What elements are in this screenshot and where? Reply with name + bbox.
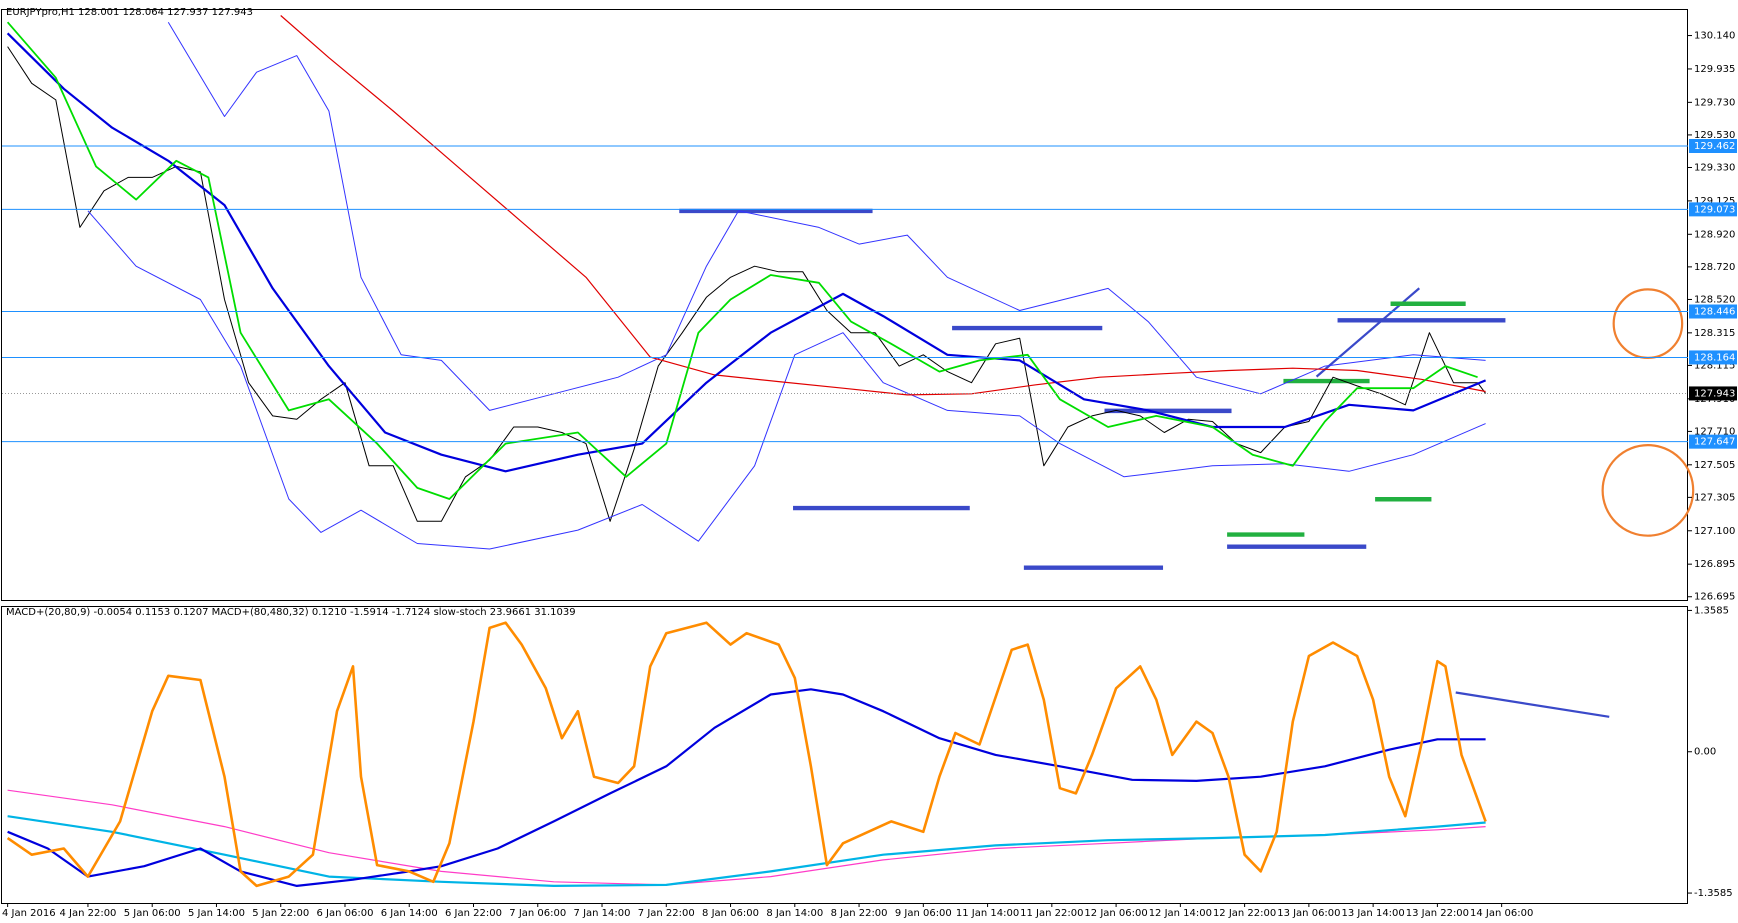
x-tick-label: 7 Jan 14:00: [574, 908, 631, 919]
level-label: 129.073: [1694, 204, 1735, 215]
level-label: 127.647: [1694, 437, 1735, 448]
x-tick-label: 6 Jan 14:00: [381, 908, 438, 919]
y-tick-label: 127.305: [1694, 492, 1735, 503]
series-line: [7, 688, 1486, 887]
series-line: [6, 621, 1487, 888]
y-tick-label: 127.710: [1694, 426, 1735, 437]
highlight-circle: [1601, 444, 1695, 537]
indicator-panel-frame: [1, 606, 1688, 904]
x-tick-label: 7 Jan 22:00: [638, 908, 695, 919]
y-tick-label: 128.315: [1694, 328, 1735, 339]
x-tick-label: 11 Jan 14:00: [956, 908, 1019, 919]
series-line: [87, 210, 1486, 550]
x-tick-label: 11 Jan 22:00: [1020, 908, 1083, 919]
level-label-box: [1689, 304, 1737, 319]
x-tick-label: 8 Jan 06:00: [702, 908, 759, 919]
x-tick-label: 4 Jan 22:00: [59, 908, 116, 919]
x-tick-label: 13 Jan 22:00: [1406, 908, 1469, 919]
plot-area: [6, 621, 1487, 888]
y-tick-label: 128.920: [1694, 229, 1735, 240]
level-label: 128.164: [1694, 352, 1735, 363]
y-tick-label: 129.935: [1694, 64, 1735, 75]
y-tick-label: 129.530: [1694, 130, 1735, 141]
drawings: [679, 208, 1695, 718]
series-line: [6, 21, 1478, 500]
x-tick-label: 6 Jan 06:00: [317, 908, 374, 919]
plot-area: [6, 15, 1487, 550]
level-label: 129.462: [1694, 141, 1735, 152]
series-line: [7, 46, 1487, 522]
series-line: [7, 815, 1486, 887]
main-panel-frame: [1, 9, 1688, 601]
level-label-box: [1689, 350, 1737, 365]
indicator-title: MACD+(20,80,9) -0.0054 0.1153 0.1207 MAC…: [6, 607, 576, 618]
level-label-box: [1689, 202, 1737, 217]
y-tick-label: 0.00: [1694, 747, 1716, 758]
x-tick-label: 5 Jan 14:00: [188, 908, 245, 919]
series-line: [167, 21, 1486, 411]
level-label-box: [1689, 434, 1737, 449]
x-tick-label: 4 Jan 2016: [2, 908, 56, 919]
y-tick-label: 127.100: [1694, 526, 1735, 537]
x-tick-label: 8 Jan 22:00: [831, 908, 888, 919]
x-tick-label: 12 Jan 22:00: [1213, 908, 1276, 919]
divergence-drawing: [1455, 691, 1610, 718]
level-label-box: [1689, 138, 1737, 153]
x-tick-label: 5 Jan 06:00: [124, 908, 181, 919]
x-tick-label: 7 Jan 06:00: [509, 908, 566, 919]
y-tick-label: 127.505: [1694, 460, 1735, 471]
last-price-label: 127.943: [1694, 388, 1735, 399]
y-tick-label: 129.730: [1694, 97, 1735, 108]
y-tick-label: -1.3585: [1694, 888, 1733, 899]
y-tick-label: 128.520: [1694, 294, 1735, 305]
x-tick-label: 14 Jan 06:00: [1470, 908, 1533, 919]
x-tick-label: 12 Jan 14:00: [1149, 908, 1212, 919]
level-label: 128.446: [1694, 307, 1735, 318]
last-price-box: [1689, 386, 1737, 401]
x-tick-label: 12 Jan 06:00: [1084, 908, 1147, 919]
y-tick-label: 1.3585: [1694, 605, 1729, 616]
x-tick-label: 13 Jan 14:00: [1341, 908, 1404, 919]
y-tick-label: 126.895: [1694, 559, 1735, 570]
x-tick-label: 6 Jan 22:00: [445, 908, 502, 919]
x-tick-label: 9 Jan 06:00: [895, 908, 952, 919]
y-tick-label: 129.125: [1694, 196, 1735, 207]
x-tick-label: 8 Jan 14:00: [766, 908, 823, 919]
series-line: [280, 15, 1486, 396]
x-tick-label: 5 Jan 22:00: [252, 908, 309, 919]
y-tick-label: 129.330: [1694, 163, 1735, 174]
x-tick-label: 13 Jan 06:00: [1277, 908, 1340, 919]
y-tick-label: 130.140: [1694, 31, 1735, 42]
y-tick-label: 128.720: [1694, 262, 1735, 273]
chart-title: EURJPYpro,H1 128.001 128.064 127.937 127…: [6, 7, 253, 18]
y-tick-label: 128.115: [1694, 360, 1735, 371]
y-tick-label: 126.695: [1694, 592, 1735, 603]
